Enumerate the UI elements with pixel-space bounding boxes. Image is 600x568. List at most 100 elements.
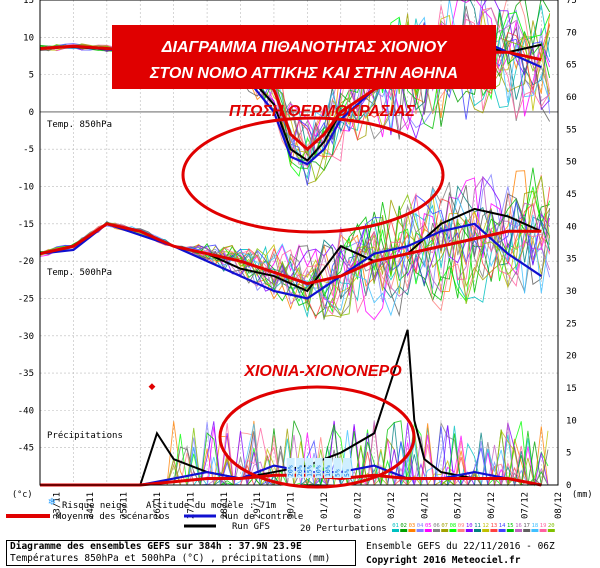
left-tick-label: -25 [18,294,34,304]
legend-mean-label: Moyenne des scénarios [56,511,170,522]
x-tick-label: 26/11 [153,492,163,519]
snow-risk-cell [342,458,351,478]
right-tick-label: 70 [566,28,577,38]
x-tick-label: 30/11 [287,492,297,519]
member-swatch [523,529,531,532]
member-number: 16 [515,523,522,529]
left-tick-label: -35 [18,369,34,379]
x-tick-label: 24/11 [86,492,96,519]
x-tick-label: 01/12 [320,492,330,519]
x-tick-label: 06/12 [487,492,497,519]
member-swatch [424,529,432,532]
snow-risk-labels: 20% 20% 15% 10% 10% 5% 5% [286,458,351,478]
t500-control-line [39,222,542,300]
right-tick-label: 30 [566,287,577,297]
x-tick-label: 08/12 [554,492,564,519]
right-tick-label: 15 [566,384,577,394]
snow-sleet-annotation: ΧΙΟΝΙΑ-ΧΙΟΝΟΝΕΡΟ [243,363,402,380]
right-axis-unit: (mm) [572,490,592,500]
snow-risk-label: 20% [296,465,304,477]
member-swatch [408,529,416,532]
member-number: 05 [425,523,432,529]
member-swatch [506,529,514,532]
member-swatch [457,529,465,532]
left-tick-label: 0 [29,108,34,118]
footer-info-box: Diagramme des ensembles GEFS sur 384h : … [6,540,356,566]
member-number: 20 [548,523,555,529]
snowflake-icon: ❄ [48,497,56,508]
t500-panel-label: Temp. 500hPa [47,268,112,278]
left-tick-label: 5 [29,71,34,81]
legend-snow-risk-label: Risque neige [62,501,127,511]
x-tick-label: 05/12 [454,492,464,519]
title-line-1: ΔΙΑΓΡΑΜΜΑ ΠΙΘΑΝΟΤΗΤΑΣ ΧΙΟΝΙΟΥ [161,39,448,56]
member-number: 11 [474,523,481,529]
snow-risk-label: 10% [315,465,323,477]
snow-risk-cell [305,458,314,478]
left-tick-label: -20 [18,257,34,267]
snow-risk-label: 5% [343,469,351,477]
snow-risk-cell [314,458,323,478]
x-tick-label: 28/11 [220,492,230,519]
snow-sleet-ellipse [218,385,416,489]
x-tick-label: 27/11 [186,492,196,519]
member-number: 04 [417,523,424,529]
x-tick-label: 29/11 [253,492,263,519]
right-tick-label: 65 [566,61,577,71]
member-swatch [449,529,457,532]
footer-line-1: Diagramme des ensembles GEFS sur 384h : … [10,541,302,552]
member-swatch [474,529,481,532]
snow-risk-cell [296,458,305,478]
member-swatch [416,529,424,532]
member-swatch [531,529,539,532]
member-number: 15 [507,523,514,529]
right-tick-label: 25 [566,319,577,329]
left-tick-label: -5 [23,145,34,155]
left-tick-label: -10 [18,183,34,193]
left-tick-label: -45 [18,444,34,454]
legend-perturbations-label: 20 Perturbations [300,524,387,534]
left-tick-label: 15 [23,0,34,6]
left-tick-label: -15 [18,220,34,230]
red-marker: ◆ [149,382,156,392]
member-swatch [547,529,555,532]
member-number: 14 [499,523,506,529]
left-tick-label: 10 [23,33,34,43]
snow-risk-cell [286,458,295,478]
right-tick-label: 60 [566,93,577,103]
member-number: 17 [523,523,530,529]
precip-panel-label: Précipitations [47,430,123,441]
member-number: 18 [532,523,539,529]
member-swatch [482,529,490,532]
right-tick-label: 55 [566,125,577,135]
right-tick-label: 5 [566,449,571,459]
member-number: 12 [482,523,489,529]
left-tick-label: -30 [18,332,34,342]
legend-control-label: Run de contrôle [222,511,303,522]
right-tick-label: 20 [566,352,577,362]
member-swatch [498,529,506,532]
x-tick-label: 25/11 [120,492,130,519]
t850-panel-label: Temp. 850hPa [47,120,112,130]
member-swatch [392,529,399,532]
snow-risk-label: 5% [333,469,341,477]
right-tick-label: 45 [566,190,577,200]
member-swatch [441,529,449,532]
member-swatch [465,529,473,532]
temperature-drop-annotation: ΠΤΩΣΗ ΘΕΡΜΟΚΡΑΣΙΑΣ [229,103,416,120]
right-tick-label: 35 [566,255,577,265]
axes: 151050-5-10-15-20-25-30-35-40-45(°c)7570… [12,0,592,519]
member-swatch [515,529,522,532]
member-number: 19 [540,523,547,529]
right-tick-label: 40 [566,222,577,232]
perturbation-line [39,192,551,316]
right-tick-label: 50 [566,158,577,168]
member-number: 13 [491,523,498,529]
snow-risk-cell [324,458,333,478]
member-swatch [433,529,440,532]
legend-gfs-label: Run GFS [232,522,270,532]
member-number: 07 [441,523,448,529]
copyright-label: Copyright 2016 Meteociel.fr [366,555,521,566]
snow-risk-label: 15% [305,465,313,477]
member-number: 09 [458,523,465,529]
